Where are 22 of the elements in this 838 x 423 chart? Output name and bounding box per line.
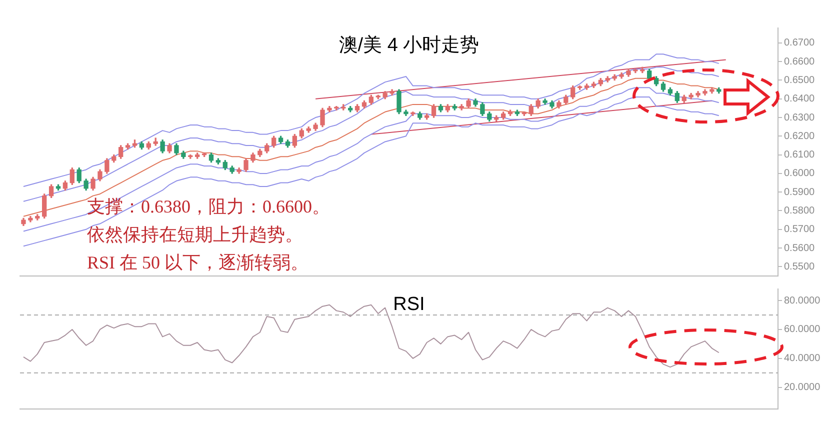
y-tick-label: 0.5800 (784, 205, 816, 216)
y-tick-label: 0.5500 (784, 261, 816, 272)
y-tick-label: 0.6400 (784, 94, 816, 105)
y-tick-label: 0.6600 (784, 56, 816, 68)
annotation: 依然保持在短期上升趋势。 (87, 224, 303, 245)
y-tick-label: 40.0000 (784, 353, 821, 364)
y-tick-label: 60.0000 (784, 324, 821, 336)
chart-title: 澳/美 4 小时走势 (338, 34, 480, 56)
y-tick-label: 0.6300 (784, 112, 816, 124)
y-tick-label: 0.5600 (784, 242, 816, 254)
y-tick-label: 0.6500 (784, 74, 816, 86)
y-tick-label: 0.6000 (784, 168, 816, 180)
annotation: 支撑：0.6380，阻力：0.6600。 (87, 196, 330, 217)
y-tick-label: 0.6200 (784, 130, 816, 142)
y-tick-label: 0.6700 (784, 38, 816, 49)
y-tick-label: 0.6100 (784, 150, 816, 161)
y-tick-label: 20.0000 (784, 382, 821, 394)
y-tick-label: 0.5700 (784, 224, 816, 236)
chart-title: RSI (393, 294, 425, 316)
y-tick-label: 80.0000 (784, 295, 821, 306)
annotation: RSI 在 50 以下，逐渐转弱。 (87, 252, 309, 273)
y-tick-label: 0.5900 (784, 186, 816, 198)
